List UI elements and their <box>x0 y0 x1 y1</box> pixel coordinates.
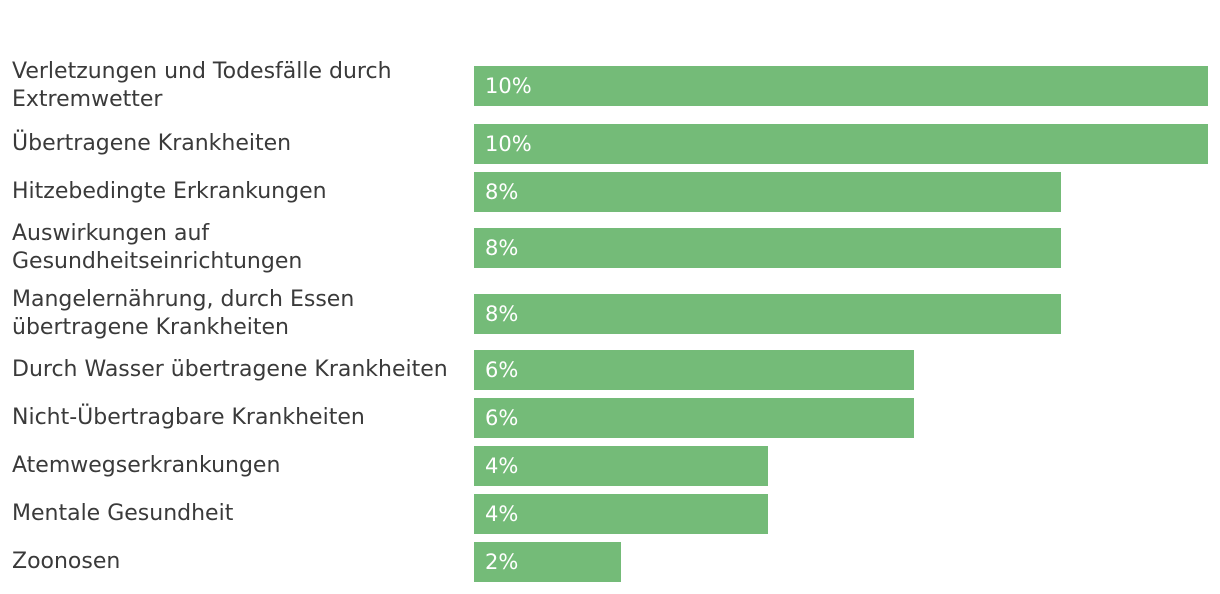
category-label: Nicht-Übertragbare Krankheiten <box>12 405 365 430</box>
bar: 6% <box>474 398 914 438</box>
bar: 2% <box>474 542 621 582</box>
category-label: Atemwegserkrankungen <box>12 453 281 478</box>
bar: 4% <box>474 446 768 486</box>
value-label: 6% <box>485 358 519 382</box>
category-label: Übertragene Krankheiten <box>12 131 292 156</box>
bar: 8% <box>474 294 1061 334</box>
category-label: Auswirkungen auf Gesundheitseinrichtunge… <box>12 221 303 274</box>
value-label: 4% <box>485 454 519 478</box>
bar: 8% <box>474 228 1061 268</box>
value-label: 2% <box>485 550 519 574</box>
bar: 10% <box>474 66 1208 106</box>
bar: 6% <box>474 350 914 390</box>
value-label: 10% <box>485 132 532 156</box>
value-label: 10% <box>485 74 532 98</box>
category-label: Durch Wasser übertragene Krankheiten <box>12 357 448 382</box>
category-label: Hitzebedingte Erkrankungen <box>12 179 327 204</box>
category-label: Mangelernährung, durch Essen übertragene… <box>12 287 355 340</box>
value-label: 6% <box>485 406 519 430</box>
value-label: 4% <box>485 502 519 526</box>
category-label: Zoonosen <box>12 549 121 574</box>
bar: 10% <box>474 124 1208 164</box>
bar: 4% <box>474 494 768 534</box>
value-label: 8% <box>485 236 519 260</box>
value-label: 8% <box>485 302 519 326</box>
bar: 8% <box>474 172 1061 212</box>
category-label: Mentale Gesundheit <box>12 501 234 526</box>
value-label: 8% <box>485 180 519 204</box>
category-label: Verletzungen und Todesfälle durch Extrem… <box>12 59 392 112</box>
